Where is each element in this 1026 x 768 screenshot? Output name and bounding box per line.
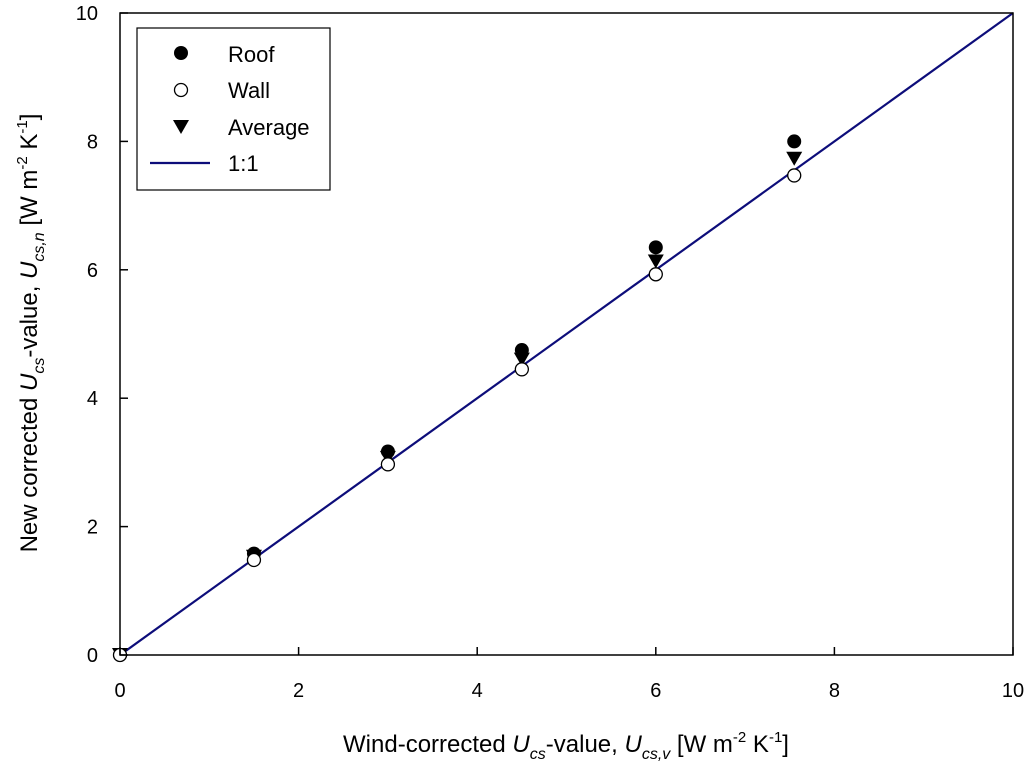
- x-axis: 0 2 4 6 8 10: [114, 647, 1024, 702]
- x-tick-label: 8: [829, 680, 840, 702]
- x-tick-label: 4: [472, 680, 483, 702]
- x-tick-label: 2: [293, 680, 304, 702]
- y-axis-title: New corrected Ucs-value, Ucs,n [W m-2 K-…: [14, 114, 48, 553]
- legend-average-marker: [173, 120, 189, 134]
- x-tick-label: 0: [114, 680, 125, 702]
- point-average: [786, 151, 803, 166]
- y-axis: 0 2 4 6 8 10: [76, 3, 128, 667]
- point-roof: [648, 240, 663, 255]
- point-average: [647, 254, 664, 269]
- point-wall: [787, 168, 802, 183]
- y-tick-label: 10: [76, 3, 98, 25]
- series-1to1-line: [119, 12, 1014, 656]
- legend-average-label: Average: [228, 115, 310, 140]
- y-tick-label: 2: [87, 517, 98, 539]
- y-tick-label: 6: [87, 260, 98, 282]
- point-wall: [514, 362, 529, 377]
- legend-1to1-label: 1:1: [228, 151, 259, 176]
- x-tick-label: 10: [1002, 680, 1024, 702]
- x-tick-label: 6: [650, 680, 661, 702]
- y-tick-label: 0: [87, 645, 98, 667]
- point-average: [513, 352, 530, 367]
- point-wall: [380, 457, 396, 472]
- point-roof: [787, 134, 802, 149]
- y-tick-label: 4: [87, 388, 98, 410]
- y-tick-label: 8: [87, 131, 98, 153]
- legend: Roof Wall Average 1:1: [136, 27, 331, 191]
- point-wall: [648, 267, 663, 282]
- point-wall: [246, 552, 262, 568]
- legend-roof-label: Roof: [228, 42, 275, 67]
- legend-roof-marker: [174, 46, 188, 60]
- legend-wall-label: Wall: [228, 78, 270, 103]
- plot-frame: [119, 12, 1014, 656]
- x-axis-title: Wind-corrected Ucs-value, Ucs,v [W m-2 K…: [343, 729, 789, 763]
- legend-wall-marker: [173, 82, 189, 98]
